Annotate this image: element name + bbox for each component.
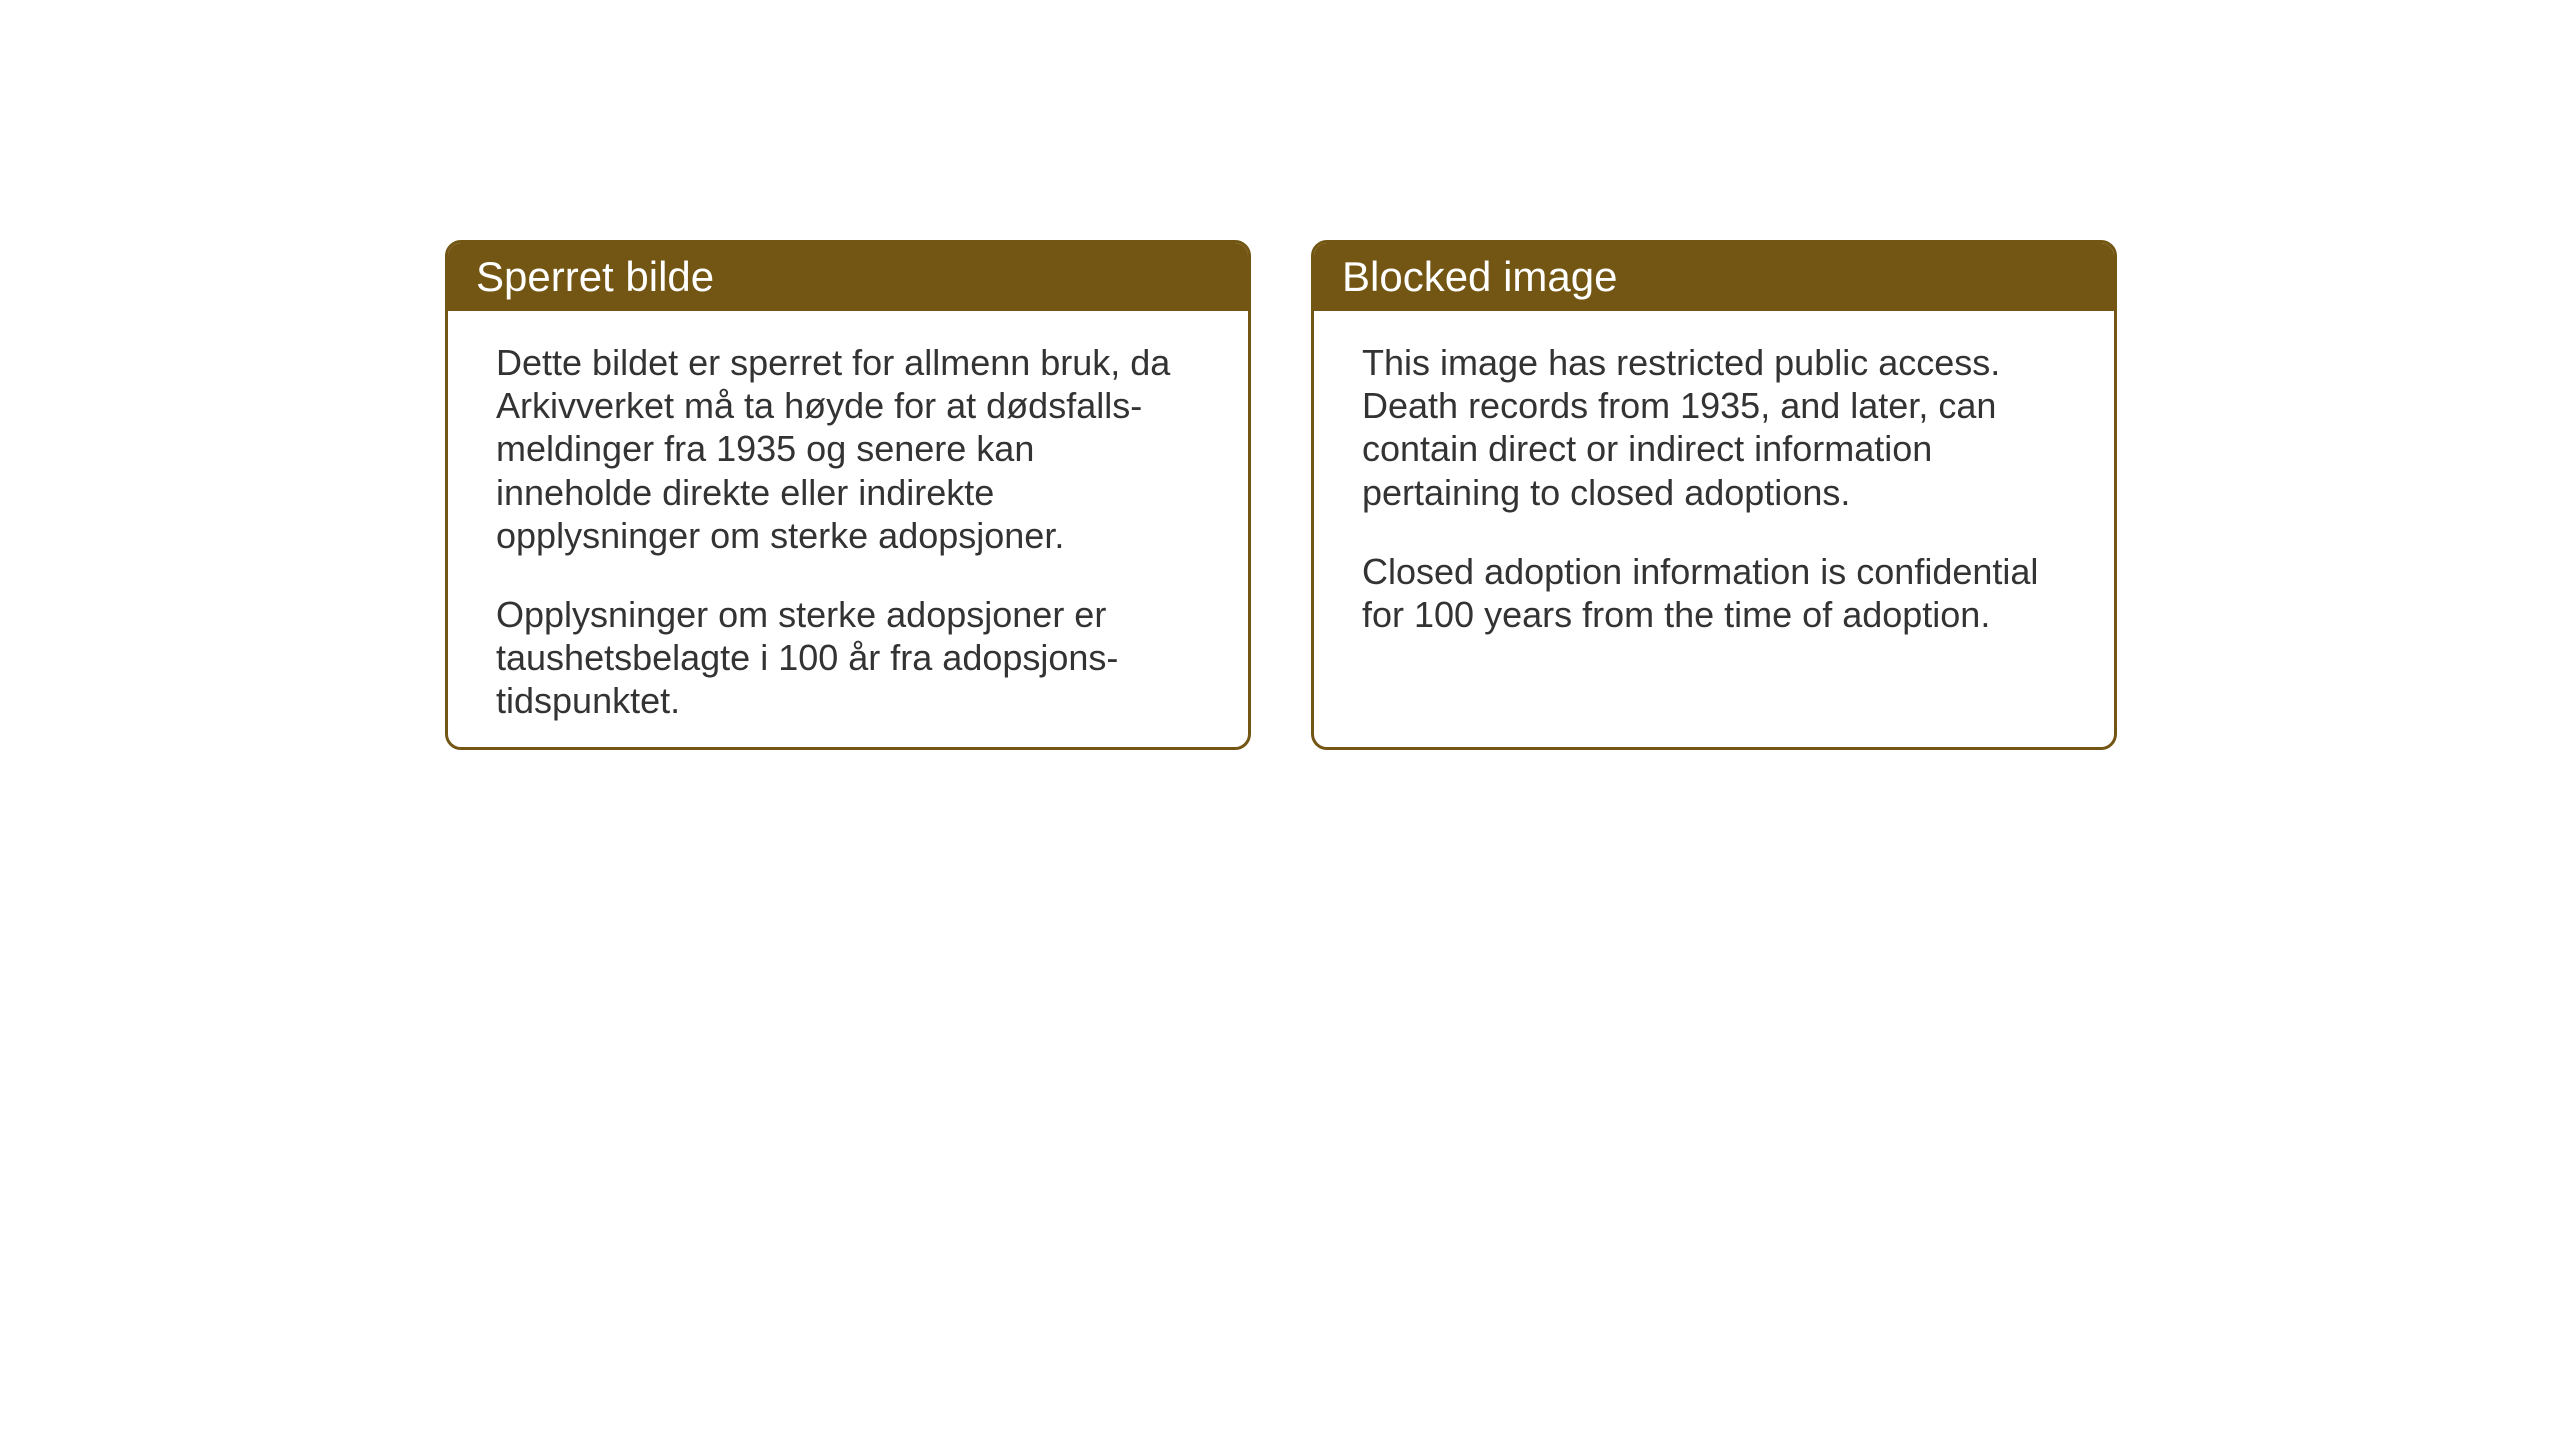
norwegian-title: Sperret bilde bbox=[476, 253, 714, 300]
english-notice-card: Blocked image This image has restricted … bbox=[1311, 240, 2117, 750]
norwegian-card-body: Dette bildet er sperret for allmenn bruk… bbox=[448, 311, 1248, 750]
english-card-header: Blocked image bbox=[1314, 243, 2114, 311]
english-paragraph-2: Closed adoption information is confident… bbox=[1362, 550, 2066, 636]
norwegian-paragraph-1: Dette bildet er sperret for allmenn bruk… bbox=[496, 341, 1200, 557]
english-card-body: This image has restricted public access.… bbox=[1314, 311, 2114, 684]
english-title: Blocked image bbox=[1342, 253, 1617, 300]
notice-container: Sperret bilde Dette bildet er sperret fo… bbox=[445, 240, 2117, 750]
norwegian-paragraph-2: Opplysninger om sterke adopsjoner er tau… bbox=[496, 593, 1200, 723]
norwegian-card-header: Sperret bilde bbox=[448, 243, 1248, 311]
english-paragraph-1: This image has restricted public access.… bbox=[1362, 341, 2066, 514]
norwegian-notice-card: Sperret bilde Dette bildet er sperret fo… bbox=[445, 240, 1251, 750]
